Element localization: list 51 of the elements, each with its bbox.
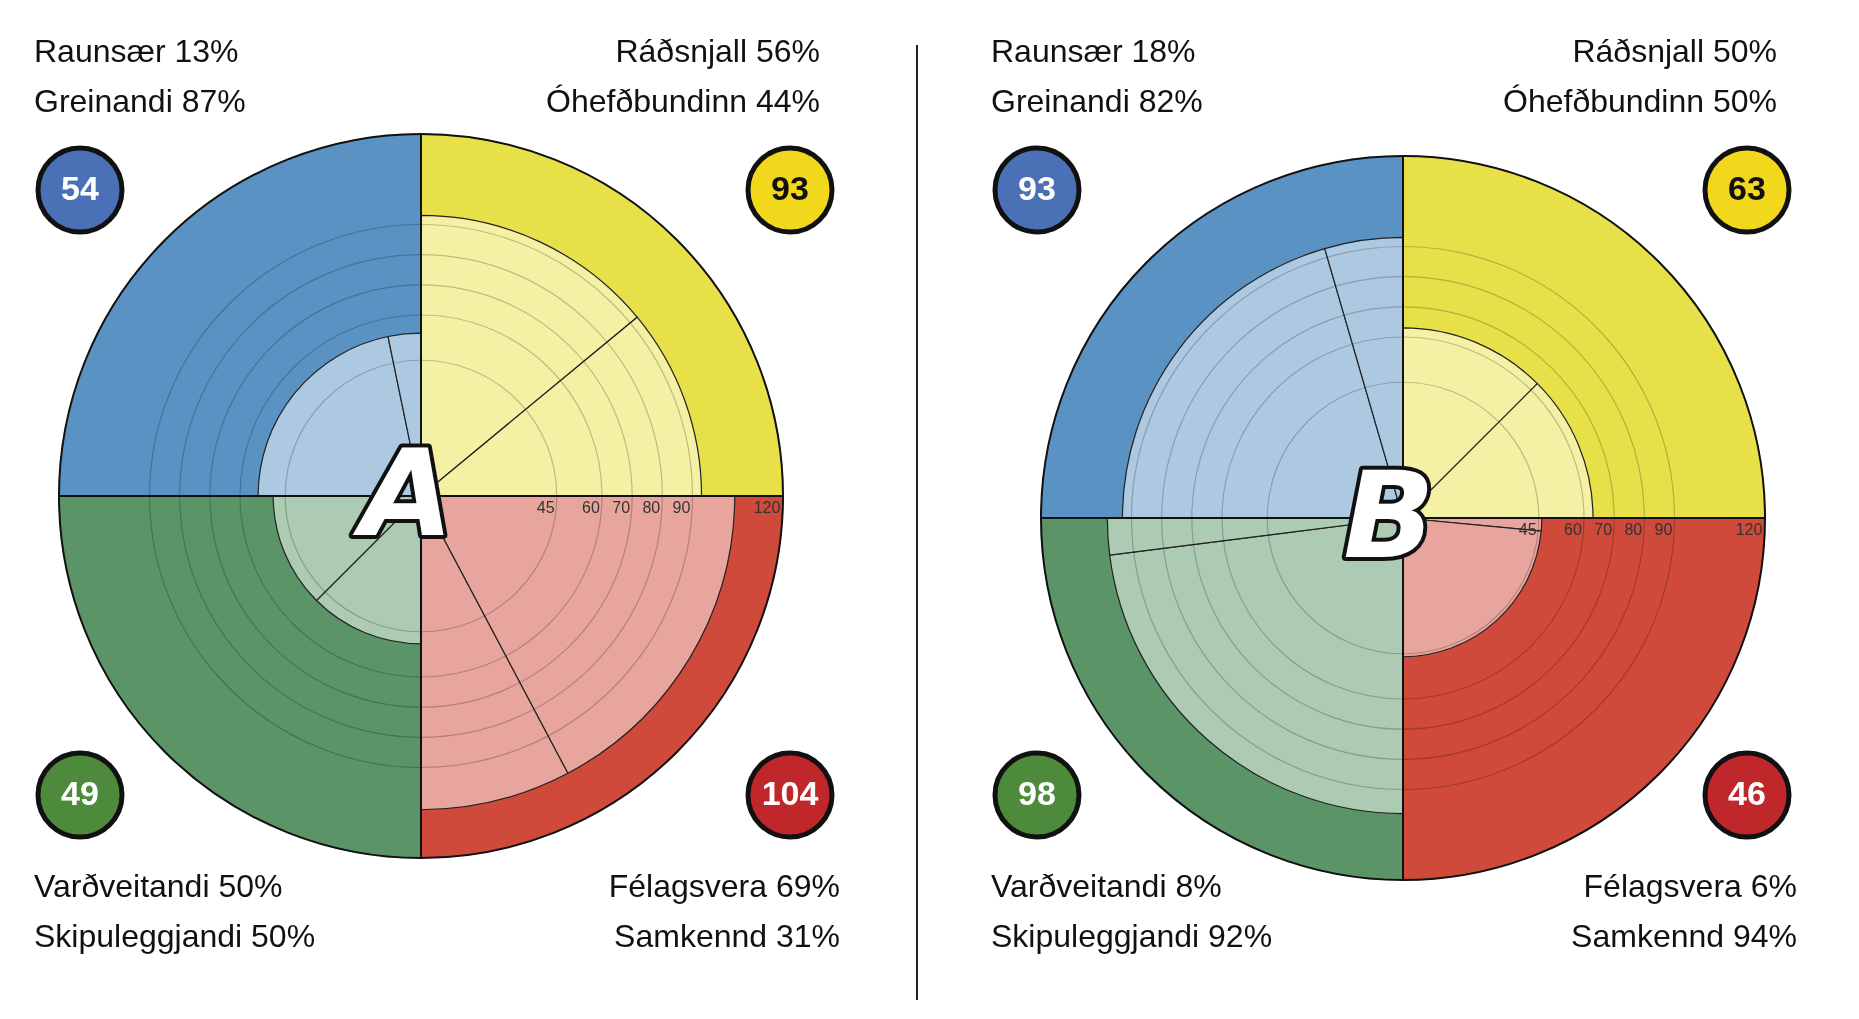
category-label: Greinandi [34,83,173,119]
data-label: 93 [771,169,809,208]
data-label: 49 [61,774,99,813]
category-label: Ráðsnjall [615,33,748,69]
text: 90 [1654,521,1673,539]
text: 120 [753,499,781,517]
data-label: 44% [755,83,820,119]
text: 80 [642,499,661,517]
text: 70 [612,499,631,517]
category-label: Skipuleggjandi [991,918,1200,954]
data-label: 31% [775,918,840,954]
category-label: Raunsær [34,33,166,69]
data-label: 54 [61,169,99,208]
category-label: Samkennd [614,918,768,954]
data-label: 87% [181,83,246,119]
data-label: 92% [1208,918,1273,954]
category-label: Samkennd [1571,918,1725,954]
category-label: Raunsær [991,33,1123,69]
data-label: 94% [1732,918,1797,954]
data-label: 8% [1175,868,1222,904]
text: 60 [582,499,600,517]
data-label: 50% [218,868,283,904]
data-label: 98 [1018,774,1056,813]
data-label: 69% [775,868,840,904]
category-label: Óhefðbundinn [546,83,748,119]
category-label: Félagsvera [608,868,768,904]
category-label: Óhefðbundinn [1503,83,1705,119]
text: 120 [1735,521,1763,539]
category-label: Varðveitandi [991,868,1167,904]
data-label: 50% [251,918,316,954]
data-label: 46 [1728,774,1766,813]
data-label: 50% [1712,33,1777,69]
text: 90 [672,499,691,517]
data-label: 18% [1131,33,1196,69]
data-label: 6% [1750,868,1797,904]
category-label: Greinandi [991,83,1130,119]
data-label: 50% [1712,83,1777,119]
data-label: 93 [1018,169,1056,208]
data-label: 63 [1728,169,1766,208]
text: 60 [1564,521,1582,539]
category-label: Skipuleggjandi [34,918,243,954]
data-label: 104 [761,774,819,813]
category-label: Félagsvera [1583,868,1743,904]
category-label: Ráðsnjall [1572,33,1705,69]
text: 45 [536,499,555,517]
data-label: 82% [1138,83,1203,119]
text: 80 [1624,521,1643,539]
text: 70 [1594,521,1613,539]
category-label: Varðveitandi [34,868,210,904]
data-label: 56% [755,33,820,69]
data-label: 13% [174,33,239,69]
